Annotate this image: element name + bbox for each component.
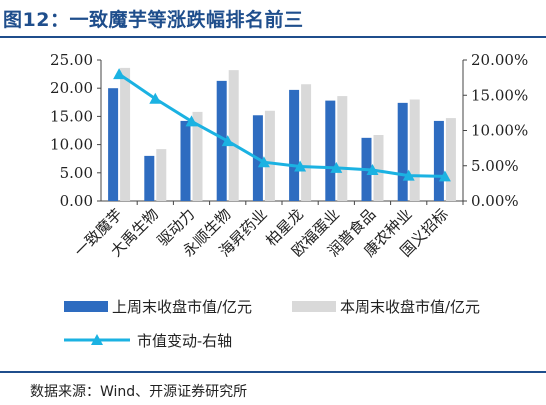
y-right-tick-label: 0.00% [471,192,519,210]
change-marker [113,68,126,80]
change-marker [185,115,198,127]
change-marker [221,135,234,147]
chart: 0.00 5.00 10.00 15.00 20.00 25.00 0.00% 5.00% 10… [50,51,528,350]
bar-this-week [192,111,203,201]
bar-this-week [445,118,456,201]
y-left-tick-label: 15.00 [50,107,93,125]
figure-title: 图12：一致魔芋等涨跌幅排名前三 [3,9,304,31]
bar-last-week [180,120,191,201]
legend-label-this-week: 本周末收盘市值/亿元 [340,298,480,316]
bar-last-week [216,80,227,201]
bar-this-week [337,96,348,201]
bar-last-week [144,155,155,201]
y-left-tick-label: 5.00 [60,164,93,182]
y-left-tick-label: 25.00 [50,51,93,69]
change-marker [366,163,379,175]
legend-label-last-week: 上周末收盘市值/亿元 [112,298,252,316]
source-note: 数据来源：Wind、开源证券研究所 [30,384,248,400]
change-marker [438,170,451,182]
bar-this-week [264,110,275,201]
y-right-tick-label: 5.00% [471,157,519,175]
bar-last-week [289,89,300,201]
bar-this-week [156,149,167,201]
y-right-tick-label: 15.00% [471,86,528,104]
change-line [118,72,445,178]
change-marker [294,160,307,172]
bar-this-week [301,84,312,201]
y-left-tick-label: 10.00 [50,136,93,154]
bar-this-week [228,70,239,201]
y-left-tick-label: 20.00 [50,79,93,97]
change-marker [330,161,343,173]
legend-label-change: 市值变动-右轴 [137,332,232,350]
bar-this-week [120,67,131,201]
legend-swatch-this-week [292,301,336,312]
y-right-tick-label: 10.00% [471,122,528,140]
bar-last-week [397,102,408,201]
bar-last-week [108,88,119,201]
bar-last-week [433,120,444,201]
y-right-tick-label: 20.00% [471,51,528,69]
y-left-tick-label: 0.00 [60,192,93,210]
change-marker [402,169,415,181]
legend-swatch-last-week [64,301,108,312]
change-marker [257,156,270,168]
bar-last-week [325,100,336,201]
bar-this-week [409,99,420,201]
source-rule [0,371,546,373]
legend-marker-change [91,334,103,345]
title-rule [0,36,546,38]
change-marker [149,92,162,104]
bar-this-week [373,135,384,201]
